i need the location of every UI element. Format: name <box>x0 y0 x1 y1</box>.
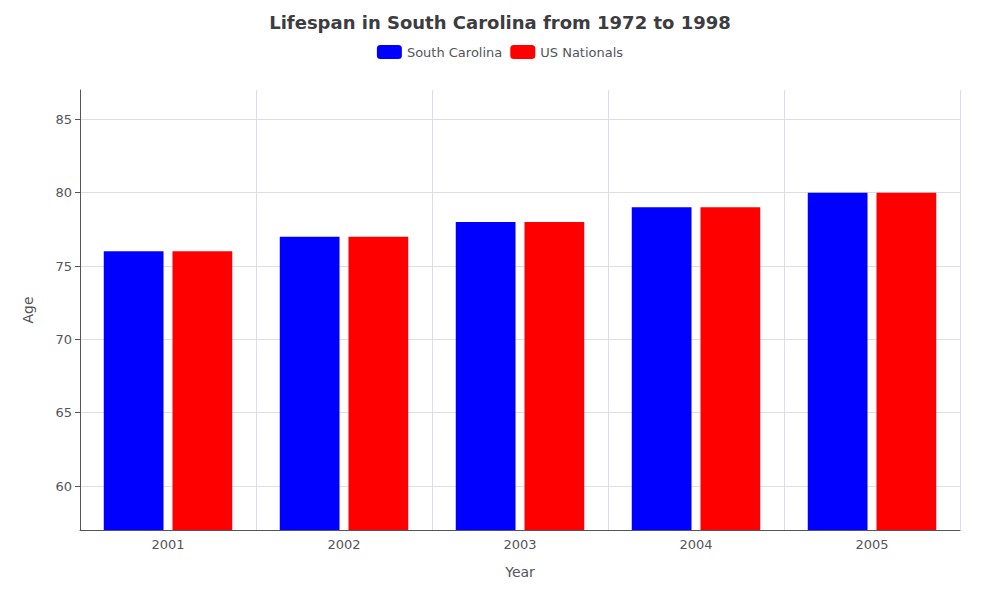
svg-text:60: 60 <box>55 479 72 494</box>
svg-text:2004: 2004 <box>679 537 712 552</box>
svg-text:65: 65 <box>55 405 72 420</box>
svg-text:Year: Year <box>504 564 535 580</box>
svg-text:2002: 2002 <box>327 537 360 552</box>
svg-text:Age: Age <box>20 296 36 323</box>
svg-text:75: 75 <box>55 259 72 274</box>
svg-text:2003: 2003 <box>503 537 536 552</box>
svg-text:South Carolina: South Carolina <box>407 45 502 60</box>
svg-text:70: 70 <box>55 332 72 347</box>
svg-text:US Nationals: US Nationals <box>540 45 623 60</box>
svg-text:2001: 2001 <box>151 537 184 552</box>
svg-text:80: 80 <box>55 185 72 200</box>
svg-text:2005: 2005 <box>855 537 888 552</box>
svg-text:Lifespan in South Carolina fro: Lifespan in South Carolina from 1972 to … <box>269 12 731 33</box>
svg-text:85: 85 <box>55 112 72 127</box>
